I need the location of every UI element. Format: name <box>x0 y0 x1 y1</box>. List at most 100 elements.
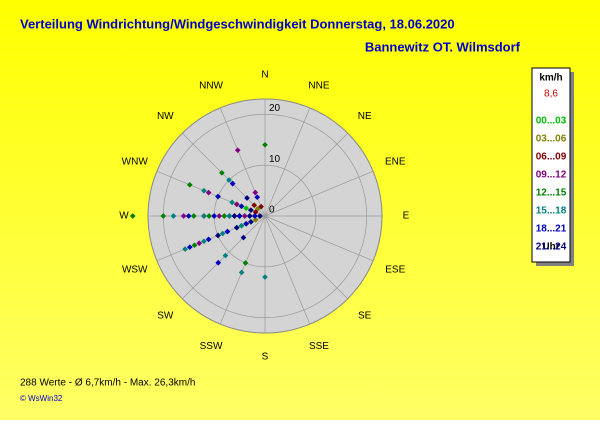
data-point <box>222 252 229 259</box>
data-point <box>226 177 232 183</box>
data-point <box>238 222 245 229</box>
spoke <box>264 215 311 325</box>
data-point <box>185 213 192 219</box>
direction-label: SSE <box>309 341 329 352</box>
data-point <box>219 170 225 176</box>
data-point <box>241 213 248 219</box>
legend-box <box>531 67 571 263</box>
data-point <box>248 219 254 225</box>
spoke <box>264 133 348 217</box>
legend-value: 8,6 <box>544 89 558 100</box>
direction-label: NNE <box>308 80 329 91</box>
direction-label: SSW <box>200 341 223 352</box>
data-point <box>206 213 212 219</box>
direction-label: W <box>119 211 129 222</box>
data-point <box>182 246 188 252</box>
spoke <box>264 107 311 217</box>
legend-entry: 00...03 <box>536 116 567 127</box>
data-point <box>236 213 243 219</box>
data-point <box>205 189 212 196</box>
data-point <box>262 141 268 148</box>
spoke <box>182 215 266 299</box>
data-point <box>205 236 212 243</box>
data-point <box>238 203 245 210</box>
direction-label: ESE <box>385 265 405 276</box>
data-point <box>262 274 268 280</box>
legend-entry: 21...24 <box>536 242 567 253</box>
data-point <box>251 213 258 219</box>
data-point <box>201 187 207 194</box>
chart-title: Verteilung Windrichtung/Windgeschwindigk… <box>20 16 455 31</box>
data-point <box>257 213 263 219</box>
copyright: © WsWin32 <box>20 394 63 403</box>
direction-label: SW <box>157 310 174 321</box>
legend-entry: 15...18 <box>536 206 567 217</box>
data-point <box>246 213 253 219</box>
data-point <box>248 207 254 213</box>
data-point <box>201 238 207 245</box>
data-point <box>240 234 247 241</box>
direction-label: ENE <box>385 157 406 168</box>
legend-entry: 18...21 <box>536 224 567 235</box>
data-point <box>233 224 240 231</box>
data-point <box>180 213 187 219</box>
direction-label: WSW <box>122 265 148 276</box>
data-point <box>233 201 240 208</box>
data-point <box>226 213 233 219</box>
spoke <box>182 133 266 217</box>
direction-label: NE <box>358 111 372 122</box>
footer: 288 Werte - Ø 6,7km/h - Max. 26,3km/h <box>20 378 195 389</box>
data-point <box>252 217 259 223</box>
data-point <box>243 205 250 212</box>
chart-subtitle: Bannewitz OT. Wilmsdorf <box>365 39 521 54</box>
legend-footer: Uhr <box>542 242 559 253</box>
data-point <box>254 194 261 201</box>
direction-label: SE <box>358 310 372 321</box>
data-point <box>160 213 167 219</box>
data-point <box>170 213 177 219</box>
data-point <box>229 199 235 206</box>
data-point <box>252 189 259 196</box>
data-point <box>191 242 198 249</box>
data-point <box>211 213 217 219</box>
spoke <box>264 215 348 299</box>
direction-label: NW <box>157 111 174 122</box>
data-point <box>215 259 222 266</box>
data-point <box>186 244 193 250</box>
spoke <box>264 215 374 262</box>
data-point <box>234 147 241 154</box>
direction-label: E <box>403 211 410 222</box>
data-point <box>238 269 245 276</box>
r-tick-label: 0 <box>269 205 275 216</box>
data-point <box>201 213 207 219</box>
direction-label: N <box>261 70 268 81</box>
data-point <box>229 180 236 187</box>
legend-title: km/h <box>539 73 562 84</box>
data-point <box>224 228 231 235</box>
data-point <box>216 213 223 219</box>
data-point <box>215 193 221 200</box>
data-point <box>186 182 193 188</box>
direction-label: WNW <box>122 157 149 168</box>
spoke <box>264 170 374 217</box>
data-point <box>258 203 264 210</box>
data-point <box>231 213 238 219</box>
legend-entry: 12...15 <box>536 188 567 199</box>
data-point <box>221 213 228 219</box>
data-point <box>242 260 249 266</box>
data-point <box>215 232 221 239</box>
legend-entry: 03...06 <box>536 134 567 145</box>
direction-label: S <box>262 352 269 363</box>
data-point <box>129 213 136 219</box>
data-point <box>244 195 250 201</box>
data-point <box>252 209 259 215</box>
r-tick-label: 20 <box>269 103 281 114</box>
direction-label: NNW <box>199 80 223 91</box>
data-point <box>196 240 203 247</box>
data-point <box>243 220 250 227</box>
spoke <box>219 215 266 325</box>
legend-entry: 09...12 <box>536 170 567 181</box>
legend-entry: 06...09 <box>536 152 567 163</box>
r-tick-label: 10 <box>269 154 281 165</box>
